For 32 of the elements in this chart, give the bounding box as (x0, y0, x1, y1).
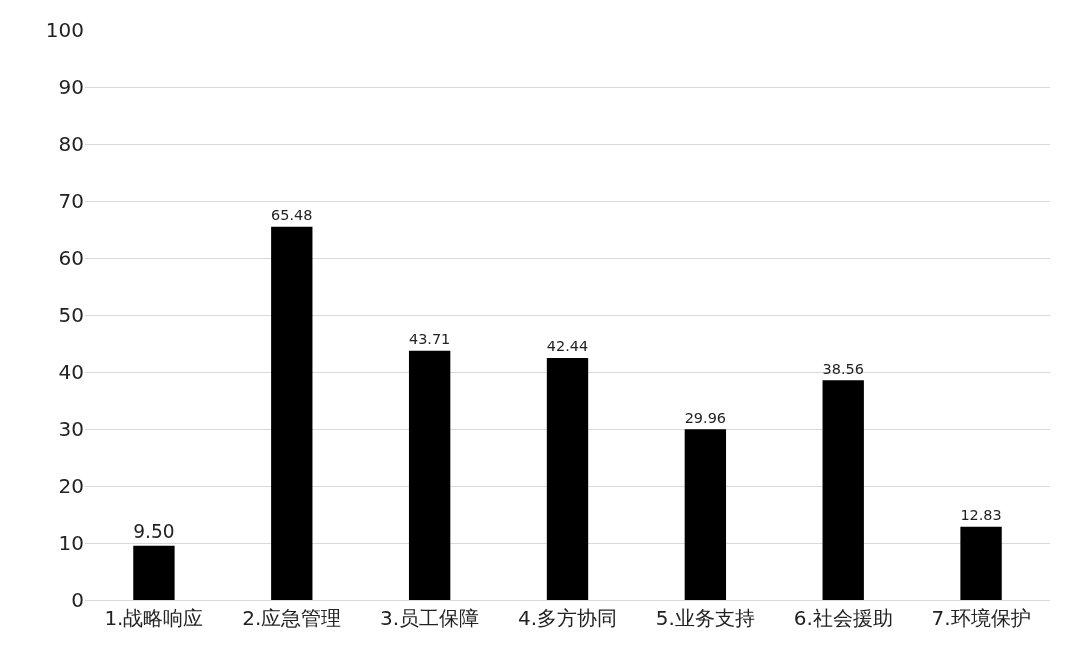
bar (960, 526, 1002, 600)
data-label: 65.48 (271, 207, 313, 224)
x-tick-label: 7.环境保护 (931, 606, 1031, 630)
x-tick-label: 4.多方协同 (517, 606, 618, 630)
y-tick-label: 80 (58, 132, 84, 156)
data-label: 38.56 (822, 360, 864, 377)
y-tick-label: 60 (58, 246, 84, 270)
data-label: 9.50 (133, 521, 175, 543)
x-tick-label: 6.社会援助 (793, 606, 893, 630)
data-label: 29.96 (684, 409, 727, 426)
y-tick-label: 10 (58, 531, 84, 555)
y-tick-label: 90 (58, 75, 84, 99)
data-label: 43.71 (408, 331, 451, 348)
x-tick-label: 3.员工保障 (380, 606, 480, 630)
bar (408, 350, 451, 600)
bar (822, 380, 864, 600)
y-tick-label: 40 (58, 360, 84, 384)
x-tick-label: 5.业务支持 (655, 606, 755, 630)
y-tick-label: 100 (45, 18, 84, 42)
bar (546, 358, 589, 600)
data-label: 42.44 (546, 338, 589, 355)
bar (684, 429, 727, 600)
y-tick-label: 50 (58, 303, 84, 327)
y-tick-label: 70 (58, 189, 84, 213)
y-tick-label: 0 (71, 588, 84, 612)
y-tick-label: 30 (58, 417, 84, 441)
bar (133, 545, 175, 600)
data-label: 12.83 (960, 507, 1002, 524)
y-tick-label: 20 (58, 474, 84, 498)
x-tick-label: 2.应急管理 (242, 606, 342, 630)
x-tick-label: 1.战略响应 (104, 606, 204, 630)
bar (271, 226, 313, 600)
